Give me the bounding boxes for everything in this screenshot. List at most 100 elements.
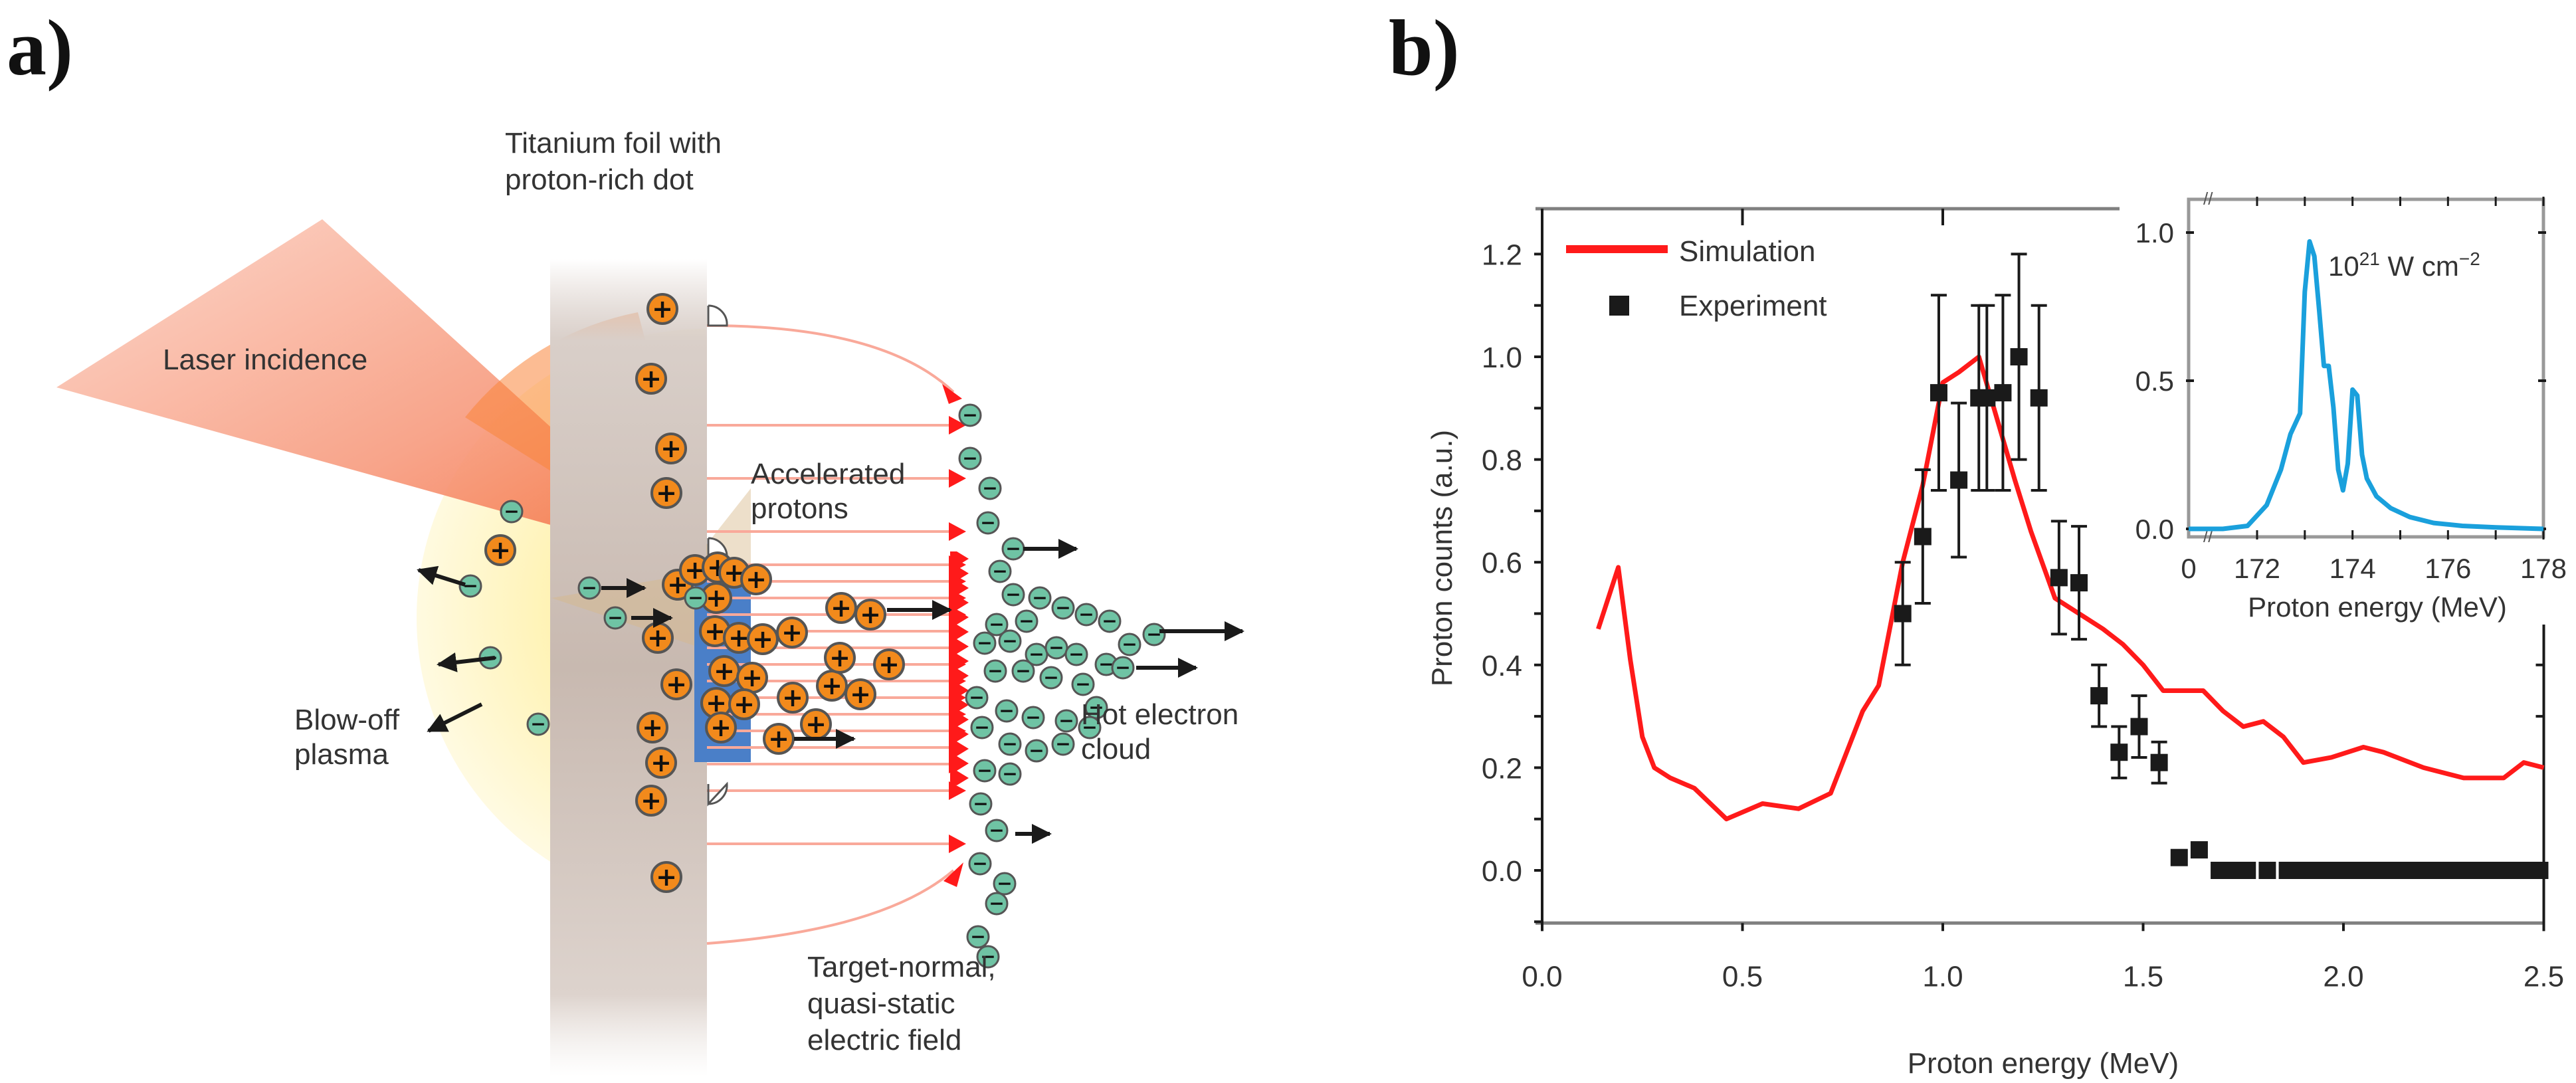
field-arrowhead [942,384,962,404]
experiment-marker [2110,743,2128,761]
experiment-marker [1950,471,1968,489]
electron: − [998,629,1022,653]
experiment-point [2355,862,2373,879]
electron: − [1025,739,1048,763]
proton-plus-icon: + [728,623,749,652]
field-arrowhead [949,835,966,853]
electron-minus-icon: − [1098,653,1114,675]
experiment-marker [2010,348,2028,365]
electron-minus-icon: − [1058,710,1074,732]
x-axis-title: Proton energy (MeV) [1908,1047,2179,1080]
x-tick-label: 0.5 [1722,960,1763,993]
electron: − [978,476,1002,500]
proton-plus-icon: + [706,583,727,613]
experiment-marker [2170,848,2188,866]
proton: + [776,617,808,648]
electron: − [958,446,982,470]
field-arrowhead [949,469,966,488]
proton-plus-icon: + [745,565,767,594]
proton: + [800,708,832,740]
electron-minus-icon: − [1029,643,1044,665]
field-label-line1: Target-normal, [807,951,996,983]
proton: + [747,623,779,655]
experiment-marker [1894,605,1912,623]
legend-experiment-label: Experiment [1679,290,1827,322]
inset-frame [2187,197,2545,539]
experiment-point [2090,663,2108,728]
electron: − [985,819,1009,842]
electron: − [993,872,1017,896]
experiment-point [2419,862,2436,879]
experiment-marker [2515,862,2533,879]
experiment-point [2223,862,2240,879]
electron: − [500,500,524,524]
experiment-marker [1930,384,1947,402]
proton: + [740,563,772,595]
electron-minus-icon: − [970,926,985,947]
experiment-marker [2070,574,2088,592]
panel-a-label: a) [7,3,73,92]
legend-experiment-swatch [1609,296,1629,316]
inset-annotation: 1021 W cm−2 [2328,248,2480,282]
proton-plus-icon: + [666,670,687,699]
legend: Simulation Experiment [1566,235,1827,322]
electron-minus-icon: − [1048,637,1064,658]
inset-background [2120,186,2576,625]
x-tick-label: 1.0 [1922,960,1963,993]
proton: + [484,534,516,566]
proton: + [655,433,687,464]
x-tick-label: 0.0 [1522,960,1562,993]
experiment-marker [2223,862,2240,879]
proton-plus-icon: + [829,643,850,672]
electron-minus-icon: − [1025,706,1040,728]
field-front-sawtooth [950,551,969,785]
electron-minus-icon: − [1032,587,1047,609]
electron: − [1001,537,1025,561]
experiment-marker [2150,753,2168,771]
electron-minus-icon: − [504,500,519,522]
experiment-marker [2050,569,2068,587]
electron: − [983,659,1007,683]
x-tick-label: 2.5 [2524,960,2564,993]
experiment-point [2130,694,2148,759]
experiment-marker [2306,862,2324,879]
proton-plus-icon: + [641,786,662,815]
proton-plus-icon: + [714,656,735,686]
inset-x-tick-label: 178 [2520,553,2567,584]
experiment-point [1950,401,1968,559]
y-tick-label: 1.2 [1482,239,1522,271]
inset-x-tick-label: 0 [2181,553,2196,584]
electron: − [1084,696,1108,720]
electron: − [968,852,992,876]
experiment-marker [2258,862,2276,879]
electron: − [1078,716,1102,739]
inset-y-tick-label: 1.0 [2135,217,2174,248]
foil-label-line2: proton-rich dot [505,163,694,196]
proton: + [699,615,731,647]
experiment-marker [2531,862,2549,879]
proton-plus-icon: + [742,663,763,692]
proton: + [700,582,732,614]
electron: − [577,576,601,600]
electron: − [970,716,994,739]
experiment-point [1978,304,1996,492]
experiment-marker [2466,862,2484,879]
motion-arrow-icon [437,652,496,672]
blow-off-plasma-label-line2: plasma [294,738,389,771]
inset-line [2189,239,2544,532]
electron-minus-icon: − [962,404,977,426]
proton: + [728,688,760,720]
experiment-marker [2450,862,2468,879]
electron-minus-icon: − [1002,733,1017,755]
experiment-point [2339,862,2357,879]
experiment-marker [2190,841,2208,859]
experiment-marker [2130,718,2148,736]
proton-plus-icon: + [821,671,842,700]
experiment-point [2466,862,2484,879]
electron: − [976,945,1000,969]
electron-minus-icon: − [997,872,1012,894]
inset-y-tick-label: 0.0 [2135,514,2174,545]
electron-minus-icon: − [1043,666,1058,688]
proton: + [825,592,857,624]
experiment-point [2238,862,2256,879]
